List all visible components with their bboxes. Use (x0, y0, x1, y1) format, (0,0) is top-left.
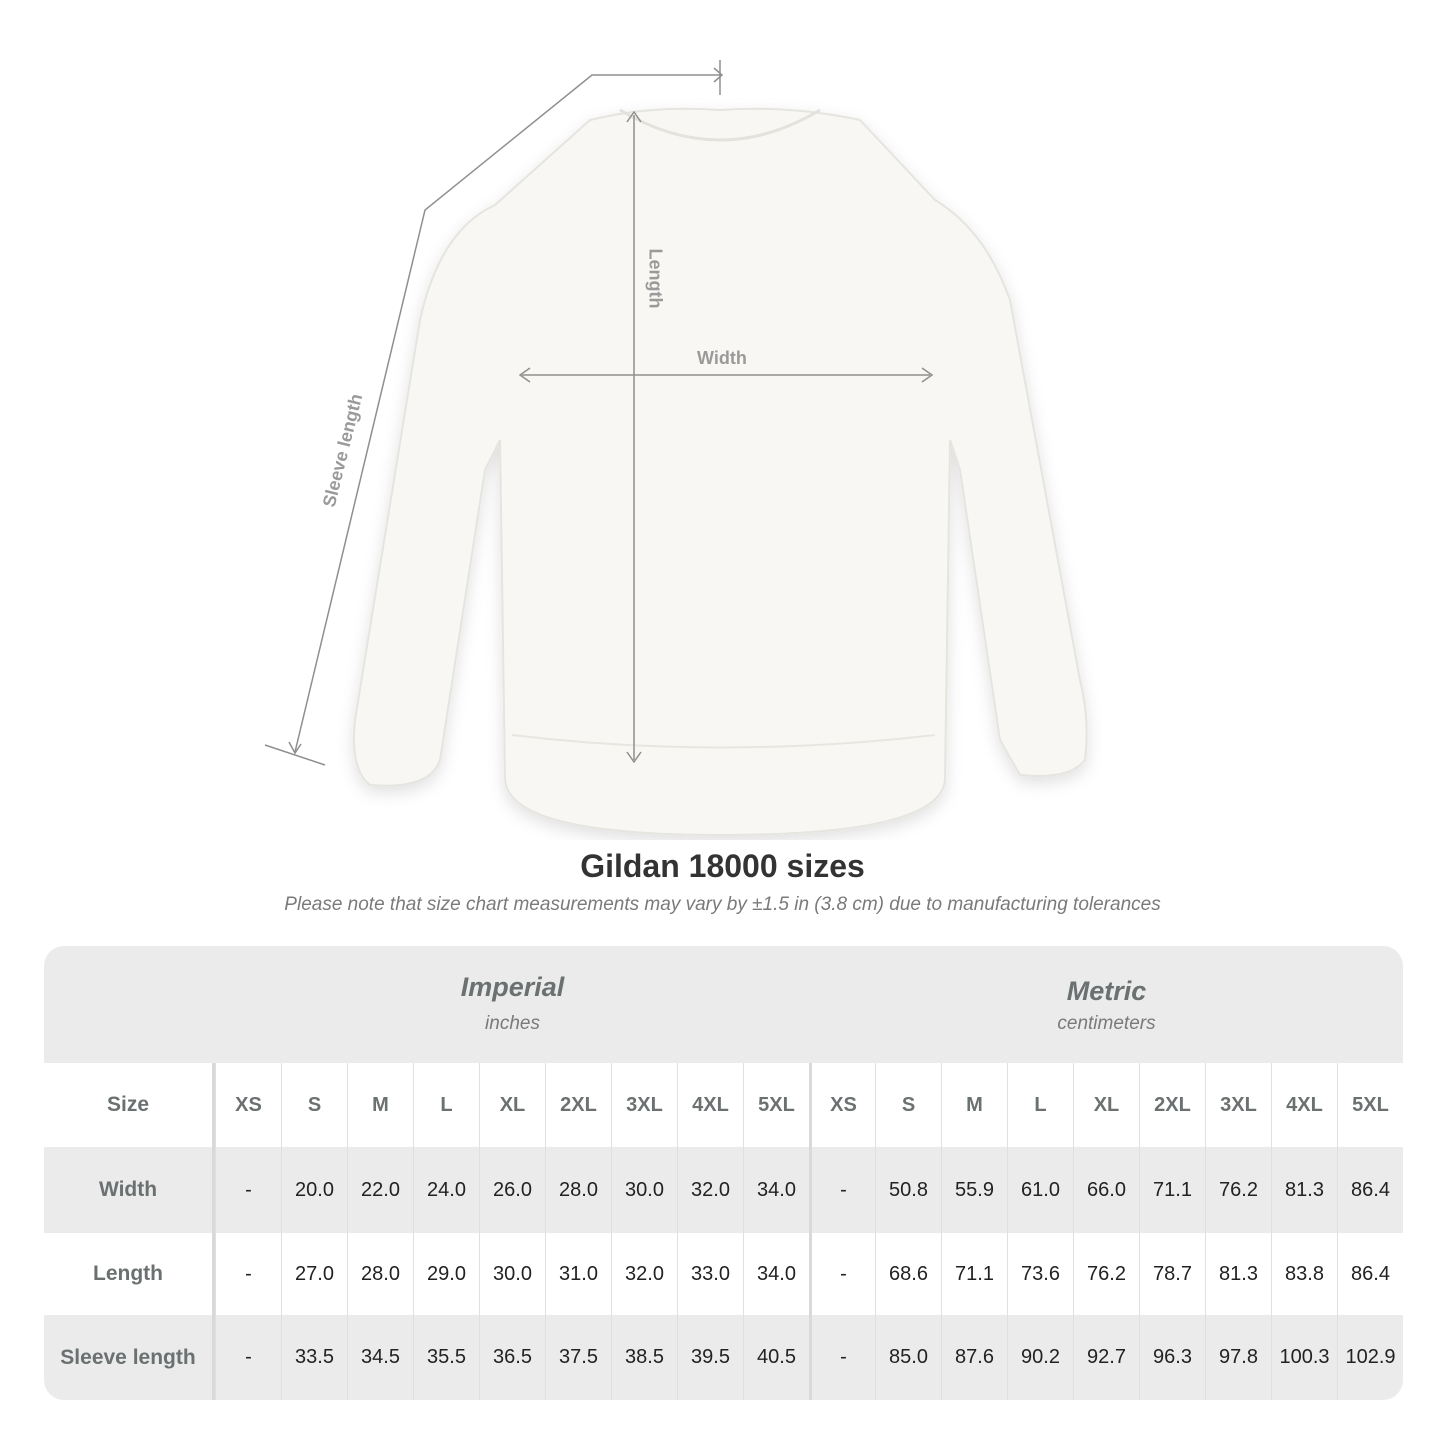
width-label: Width (697, 348, 747, 368)
table-cell: - (809, 1147, 875, 1233)
row-label: Sleeve length (44, 1315, 215, 1400)
table-cell: 30.0 (611, 1147, 677, 1233)
table-cell: - (215, 1233, 281, 1315)
table-row: Length -27.0 28.0 29.0 30.0 31.0 32.0 33.0 34.0-… (44, 1233, 1403, 1315)
table-cell: 34.0 (743, 1233, 809, 1315)
table-cell: 31.0 (545, 1233, 611, 1315)
table-row: Width -20.0 22.0 24.0 26.0 28.0 30.0 32.0 34.0-5… (44, 1147, 1403, 1233)
imperial-unit: inches (485, 1013, 540, 1034)
row-label: Width (44, 1147, 215, 1233)
size-column-header: XL (479, 1063, 545, 1147)
table-cell: 20.0 (281, 1147, 347, 1233)
table-cell: 81.3 (1271, 1147, 1337, 1233)
table-header (44, 946, 1403, 1063)
table-cell: 71.1 (1139, 1147, 1205, 1233)
table-cell: 32.0 (611, 1233, 677, 1315)
table-cell: 78.7 (1139, 1233, 1205, 1315)
sleeve-line (294, 74, 720, 753)
metric-header: Metric centimeters (810, 946, 1403, 1063)
table-cell: 30.0 (479, 1233, 545, 1315)
size-column-header: L (413, 1063, 479, 1147)
table-cell: 86.4 (1337, 1147, 1403, 1233)
table-cell: 66.0 (1073, 1147, 1139, 1233)
table-cell: 29.0 (413, 1233, 479, 1315)
table-cell: 32.0 (677, 1147, 743, 1233)
table-cell: 28.0 (545, 1147, 611, 1233)
table-cell: 96.3 (1139, 1315, 1205, 1400)
imperial-header: Imperial inches (215, 946, 810, 1063)
table-cell: 33.0 (677, 1233, 743, 1315)
metric-title: Metric (1066, 976, 1147, 1006)
table-cell: - (809, 1315, 875, 1400)
size-column-header: M (941, 1063, 1007, 1147)
size-column-header: L (1007, 1063, 1073, 1147)
table-cell: 102.9 (1337, 1315, 1403, 1400)
size-column-header: S (875, 1063, 941, 1147)
table-cell: 87.6 (941, 1315, 1007, 1400)
table-cell: 27.0 (281, 1233, 347, 1315)
table-cell: - (215, 1147, 281, 1233)
table-cell: 39.5 (677, 1315, 743, 1400)
size-table: Imperial inches Metric centimeters Size X… (44, 946, 1403, 1400)
table-cell: 22.0 (347, 1147, 413, 1233)
size-column-header: 2XL (545, 1063, 611, 1147)
table-cell: - (809, 1233, 875, 1315)
size-column-header: 3XL (1205, 1063, 1271, 1147)
table-cell: 33.5 (281, 1315, 347, 1400)
size-column-header: XS (809, 1063, 875, 1147)
table-cell: 100.3 (1271, 1315, 1337, 1400)
table-cell: 97.8 (1205, 1315, 1271, 1400)
table-cell: 36.5 (479, 1315, 545, 1400)
table-cell: 85.0 (875, 1315, 941, 1400)
table-cell: 90.2 (1007, 1315, 1073, 1400)
row-label: Length (44, 1233, 215, 1315)
table-cell: 76.2 (1205, 1147, 1271, 1233)
table-cell: 71.1 (941, 1233, 1007, 1315)
table-row: Sleeve length -33.5 34.5 35.5 36.5 37.5 38.5 39… (44, 1315, 1403, 1400)
sweatshirt-diagram (264, 60, 1088, 837)
table-cell: 35.5 (413, 1315, 479, 1400)
table-cell: 24.0 (413, 1147, 479, 1233)
size-column-header: 2XL (1139, 1063, 1205, 1147)
table-cell: 37.5 (545, 1315, 611, 1400)
row-label: Size (44, 1063, 215, 1147)
size-column-header: 4XL (1271, 1063, 1337, 1147)
table-cell: 26.0 (479, 1147, 545, 1233)
table-cell: 61.0 (1007, 1147, 1073, 1233)
imperial-title: Imperial (460, 972, 565, 1002)
size-header-row: Size XS S M L XL 2XL 3XL 4XL 5XL XS S M L XL 2XL 3XL 4XL 5… (44, 1063, 1403, 1147)
table-cell: - (215, 1315, 281, 1400)
table-cell: 86.4 (1337, 1233, 1403, 1315)
size-column-header: 5XL (743, 1063, 809, 1147)
sweatshirt-image (353, 107, 1088, 837)
table-cell: 76.2 (1073, 1233, 1139, 1315)
chart-title: Gildan 18000 sizes (580, 848, 865, 884)
table-cell: 83.8 (1271, 1233, 1337, 1315)
table-cell: 34.5 (347, 1315, 413, 1400)
size-column-header: S (281, 1063, 347, 1147)
size-column-header: XL (1073, 1063, 1139, 1147)
table-cell: 92.7 (1073, 1315, 1139, 1400)
size-column-header: M (347, 1063, 413, 1147)
tolerance-note: Please note that size chart measurements… (284, 894, 1161, 915)
size-column-header: 5XL (1337, 1063, 1403, 1147)
table-cell: 28.0 (347, 1233, 413, 1315)
length-label: Length (645, 248, 666, 309)
size-column-header: 4XL (677, 1063, 743, 1147)
table-cell: 40.5 (743, 1315, 809, 1400)
measure-lines (264, 60, 934, 766)
table-cell: 81.3 (1205, 1233, 1271, 1315)
table-cell: 38.5 (611, 1315, 677, 1400)
table-cell: 73.6 (1007, 1233, 1073, 1315)
table-cell: 50.8 (875, 1147, 941, 1233)
metric-unit: centimeters (1057, 1013, 1156, 1034)
table-cell: 34.0 (743, 1147, 809, 1233)
table-cell: 55.9 (941, 1147, 1007, 1233)
size-column-header: 3XL (611, 1063, 677, 1147)
table-cell: 68.6 (875, 1233, 941, 1315)
size-column-header: XS (215, 1063, 281, 1147)
